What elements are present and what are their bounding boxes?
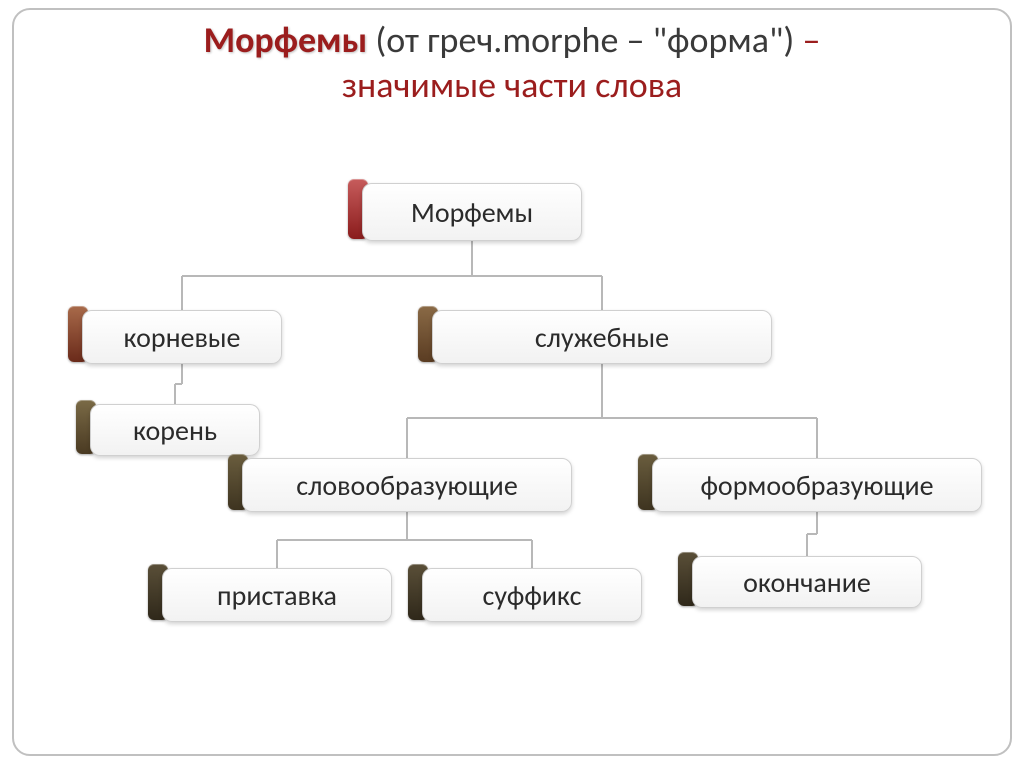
node-formoobr: формообразующие bbox=[652, 458, 982, 512]
node-root: Морфемы bbox=[362, 183, 582, 241]
node-koren: корень bbox=[90, 404, 260, 456]
node-kornevye: корневые bbox=[82, 310, 282, 364]
node-label-koren: корень bbox=[133, 413, 217, 448]
node-label-root: Морфемы bbox=[411, 195, 533, 230]
node-sluzhebnye: служебные bbox=[432, 310, 772, 364]
node-label-okonchanie: окончание bbox=[743, 565, 871, 600]
node-slovoobr: словообразующие bbox=[242, 458, 572, 512]
node-label-slovoobr: словообразующие bbox=[296, 468, 518, 503]
node-label-kornevye: корневые bbox=[124, 320, 241, 355]
node-label-suffix: суффикс bbox=[483, 578, 582, 613]
connector-lines bbox=[12, 8, 1012, 756]
node-label-pristavka: приставка bbox=[217, 578, 337, 613]
node-pristavka: приставка bbox=[162, 568, 392, 622]
node-label-formoobr: формообразующие bbox=[700, 468, 933, 503]
node-label-sluzhebnye: служебные bbox=[535, 320, 669, 355]
node-okonchanie: окончание bbox=[692, 556, 922, 608]
diagram-canvas: Морфемы корневые служебные корень словообраз… bbox=[12, 8, 1012, 756]
node-suffix: суффикс bbox=[422, 568, 642, 622]
